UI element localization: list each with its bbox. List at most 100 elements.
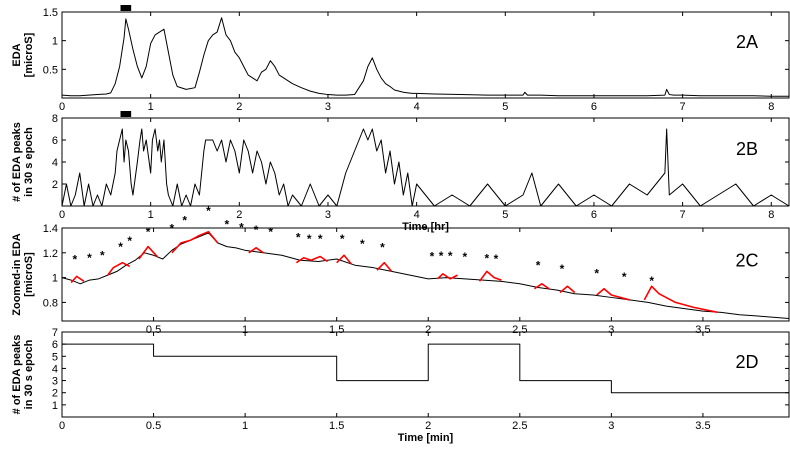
- x-tick-label: 6: [591, 209, 597, 221]
- series-line-peaks-segment: [596, 287, 630, 301]
- x-tick-label: 3: [608, 324, 614, 336]
- y-tick-label: 4: [52, 363, 58, 375]
- peak-star-marker: *: [536, 259, 541, 273]
- x-tick-label: 2: [425, 420, 431, 432]
- y-axis-label-line: [microS]: [23, 252, 35, 297]
- x-tick-label: 3: [608, 420, 614, 432]
- peak-star-marker: *: [239, 220, 244, 234]
- x-tick-label: 5: [502, 209, 508, 221]
- y-axis-label-line: [microS]: [23, 32, 35, 77]
- peak-star-marker: *: [170, 221, 175, 235]
- series-line-peaks-segment: [436, 273, 458, 280]
- y-tick-label: 6: [52, 135, 58, 147]
- peak-star-marker: *: [254, 223, 259, 237]
- y-axis-label: # of EDA peaksin 30 s epoch: [11, 335, 35, 415]
- x-tick-label: 0: [59, 101, 65, 113]
- stimulus-marker-bar: [120, 5, 132, 11]
- y-tick-label: 2: [52, 388, 58, 400]
- series-line-peaks-segment: [478, 270, 502, 282]
- peak-star-marker: *: [380, 241, 385, 255]
- peak-star-marker: *: [146, 225, 151, 239]
- plot-frame-2a: [61, 11, 790, 99]
- y-axis-label-line: EDA: [11, 43, 23, 66]
- peak-star-marker: *: [594, 266, 599, 280]
- y-axis-label: Zoomed-in EDA[microS]: [11, 233, 35, 316]
- series-line-peaks-segment: [107, 261, 131, 276]
- x-tick-label: 1: [148, 209, 154, 221]
- y-axis-label-line: in 30 s epoch: [23, 339, 35, 409]
- y-axis-label-line: Zoomed-in EDA: [11, 233, 23, 316]
- x-tick-label: 7: [680, 101, 686, 113]
- peak-star-marker: *: [448, 249, 453, 263]
- y-tick-label: 1.5: [43, 7, 58, 19]
- y-tick-label: 0.5: [43, 64, 58, 76]
- x-tick-label: 4: [414, 101, 420, 113]
- peak-star-marker: *: [87, 251, 92, 265]
- x-tick-label: 1.5: [329, 420, 344, 432]
- peak-star-marker: *: [307, 232, 312, 246]
- peak-star-marker: *: [206, 204, 211, 218]
- x-tick-label: 8: [768, 209, 774, 221]
- peak-star-marker: *: [72, 253, 77, 267]
- x-axis-label: Time [hr]: [402, 221, 449, 233]
- panel-label-2c: 2C: [735, 251, 758, 271]
- peak-star-marker: *: [622, 270, 627, 284]
- peak-star-marker: *: [485, 251, 490, 265]
- y-tick-label: 1.2: [43, 248, 58, 260]
- series-line-2b: [61, 128, 790, 207]
- x-tick-label: 3: [325, 101, 331, 113]
- x-tick-label: 8: [768, 101, 774, 113]
- y-axis-label-line: in 30 s epoch: [23, 127, 35, 197]
- x-tick-label: 0.5: [146, 324, 161, 336]
- y-axis-label-line: # of EDA peaks: [11, 335, 23, 415]
- x-tick-label: 6: [591, 101, 597, 113]
- x-tick-label: 3.5: [695, 420, 710, 432]
- y-tick-label: 1: [52, 273, 58, 285]
- panel-2a: 0 1 2 3 4 5 6 7 8 0.5 1 1.5 EDA[microS] 2A: [11, 5, 790, 113]
- series-line-peaks-segment: [534, 282, 550, 290]
- peak-star-marker: *: [494, 252, 499, 266]
- series-line-peaks-segment: [559, 285, 576, 294]
- y-tick-label: 1.4: [43, 223, 58, 235]
- x-tick-label: 0: [59, 420, 65, 432]
- peak-star-marker: *: [649, 274, 654, 288]
- series-line-peaks-segment: [376, 261, 393, 272]
- x-tick-label: 2.5: [512, 420, 527, 432]
- peak-star-marker: *: [318, 232, 323, 246]
- x-tick-label: 5: [502, 101, 508, 113]
- series-line-peaks-segment: [138, 245, 158, 260]
- series-line-peaks-segment: [70, 275, 85, 284]
- peak-star-marker: *: [296, 231, 301, 245]
- peak-star-marker: *: [182, 214, 187, 228]
- series-line-peaks-segment: [171, 230, 219, 254]
- x-tick-label: 2.5: [512, 324, 527, 336]
- y-tick-label: 1: [52, 400, 58, 412]
- series-line-baseline: [61, 232, 790, 320]
- x-tick-label: 2: [236, 101, 242, 113]
- y-tick-label: 5: [52, 351, 58, 363]
- x-tick-label: 3.5: [695, 324, 710, 336]
- series-line-2d: [62, 343, 789, 394]
- y-tick-label: 7: [52, 327, 58, 339]
- peak-star-marker: *: [118, 240, 123, 254]
- peak-star-marker: *: [268, 225, 273, 239]
- peak-star-marker: *: [463, 250, 468, 264]
- x-tick-label: 2: [425, 324, 431, 336]
- x-tick-label: 0: [59, 209, 65, 221]
- y-tick-label: 3: [52, 376, 58, 388]
- peak-star-marker: *: [439, 249, 444, 263]
- series-line-peaks-segment: [336, 254, 352, 265]
- plot-frame-2c: [61, 227, 790, 322]
- x-tick-label: 1: [242, 420, 248, 432]
- series-line-peaks-segment: [643, 285, 718, 314]
- series-line-2a: [61, 17, 789, 97]
- y-tick-label: 8: [52, 113, 58, 125]
- panel-2b: 0 1 2 3 4 5 6 7 8 2 4 6 8 # of EDA peaksin 30 s epoch…: [11, 111, 790, 233]
- x-axis-label: Time [min]: [398, 432, 454, 444]
- plot-frame-2b: [61, 117, 790, 207]
- y-axis-label: EDA[microS]: [11, 32, 35, 77]
- plot-frame-2d: [61, 331, 790, 418]
- x-tick-label: 1: [148, 101, 154, 113]
